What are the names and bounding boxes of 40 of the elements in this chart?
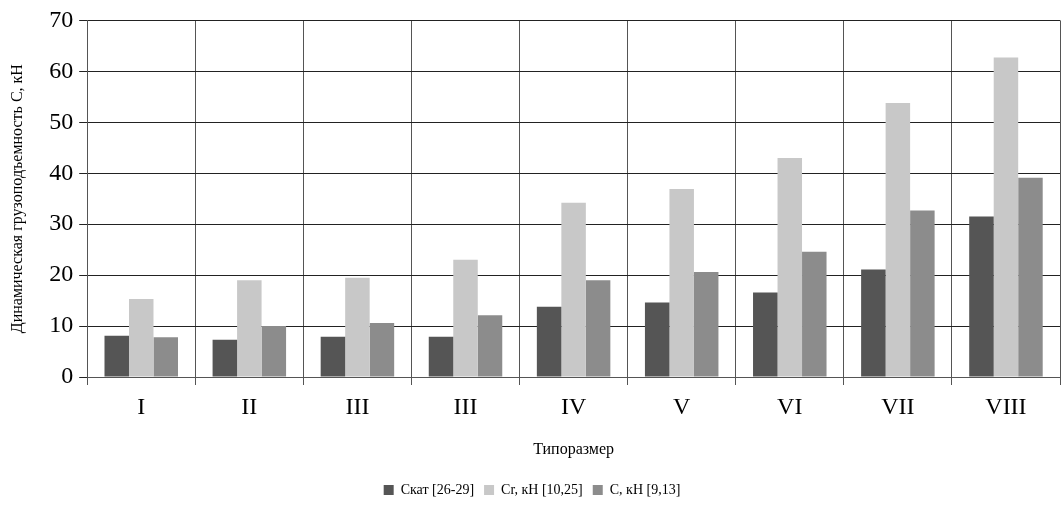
bar <box>261 326 287 377</box>
bar <box>693 272 719 377</box>
bar <box>910 210 935 377</box>
x-tick-label: III <box>345 392 370 419</box>
bar <box>802 251 827 377</box>
legend-label: Сr, кН [10,25] <box>501 481 583 497</box>
x-tick-label: IV <box>560 392 587 419</box>
x-tick-label: VII <box>881 392 915 419</box>
bar <box>669 189 694 377</box>
y-tick-label: 60 <box>49 56 74 83</box>
y-tick-label: 70 <box>49 5 74 32</box>
x-tick-label: II <box>241 392 258 419</box>
bar <box>993 57 1019 377</box>
bar <box>237 280 262 377</box>
bar <box>345 277 370 377</box>
y-tick-label: 20 <box>49 260 74 287</box>
y-tick-label: 40 <box>49 158 74 185</box>
bar <box>453 259 478 377</box>
legend-label: С, кН [9,13] <box>609 481 681 497</box>
x-tick-label: VIII <box>985 392 1027 419</box>
bar <box>777 157 803 377</box>
x-tick-label: III <box>453 392 478 419</box>
y-tick-label: 50 <box>49 107 74 134</box>
bar <box>885 102 911 377</box>
bar <box>369 323 395 377</box>
y-tick-label: 30 <box>49 209 74 236</box>
bar <box>477 315 503 377</box>
bar <box>585 280 611 377</box>
legend-label: Скат [26-29] <box>400 481 475 497</box>
y-axis-title: Динамическая грузоподъемность С, кН <box>7 63 26 334</box>
y-tick-label: 10 <box>49 311 74 338</box>
bar <box>153 337 178 377</box>
y-tick-label: 0 <box>61 362 74 389</box>
x-axis-title: Типоразмер <box>533 439 615 458</box>
bar <box>561 202 586 377</box>
x-tick-label: I <box>137 392 146 419</box>
x-tick-label: V <box>673 392 692 419</box>
bar <box>1018 177 1043 377</box>
x-tick-label: VI <box>777 392 803 419</box>
bar <box>128 299 154 377</box>
